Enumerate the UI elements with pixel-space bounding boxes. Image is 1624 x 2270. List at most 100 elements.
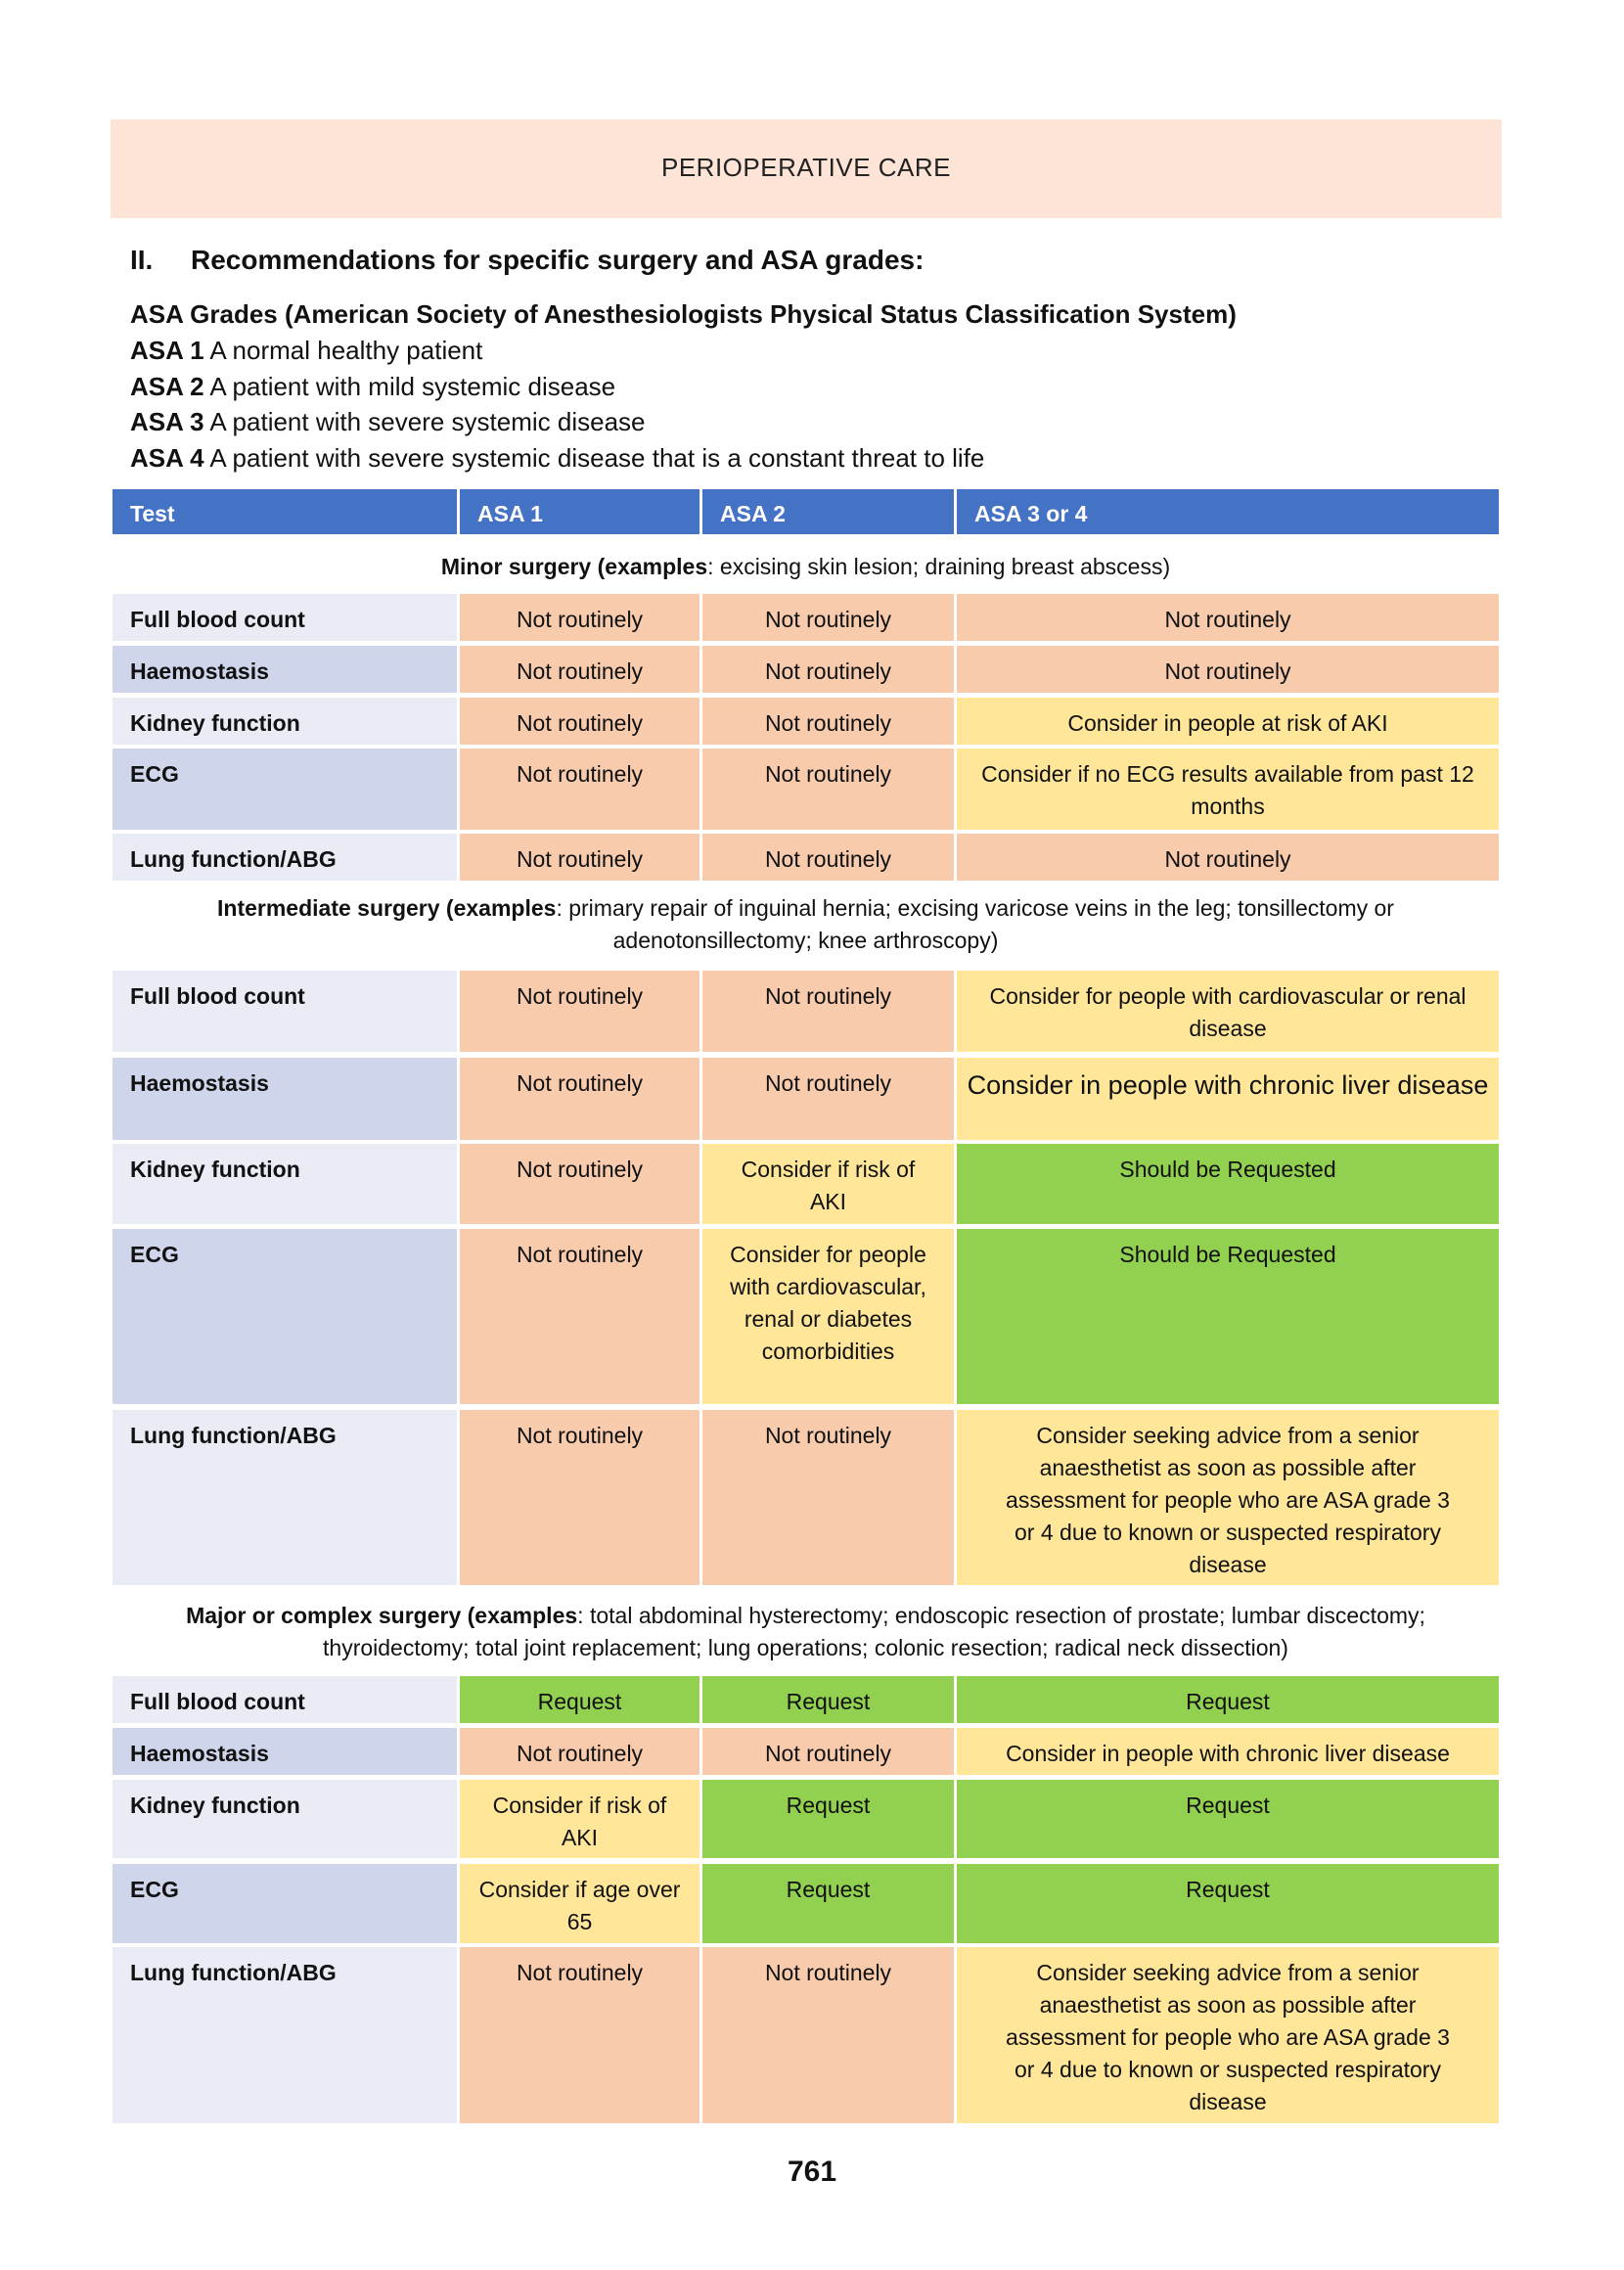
asa1-cell: Not routinely bbox=[460, 834, 699, 881]
table-row: Haemostasis Not routinely Not routinely Not… bbox=[113, 646, 1499, 693]
column-header-test: Test bbox=[113, 489, 457, 534]
test-name: Lung function/ABG bbox=[113, 1947, 457, 2123]
asa1-cell: Request bbox=[460, 1676, 699, 1723]
section-caption: Minor surgery (examples: excising skin l… bbox=[113, 551, 1499, 583]
asa2-cell: Not routinely bbox=[702, 971, 954, 1052]
asa-grade-1: ASA 1 A normal healthy patient bbox=[130, 336, 482, 366]
table-row: Full blood count Not routinely Not routine… bbox=[113, 594, 1499, 641]
section-heading: II. Recommendations for specific surgery … bbox=[130, 245, 924, 276]
table-row: Lung function/ABG Not routinely Not routin… bbox=[113, 834, 1499, 881]
table-row: Lung function/ABG Not routinely Not routin… bbox=[113, 1410, 1499, 1585]
asa3-4-cell: Not routinely bbox=[957, 834, 1499, 881]
test-name: Kidney function bbox=[113, 1144, 457, 1224]
asa1-cell: Not routinely bbox=[460, 646, 699, 693]
column-header-asa3-4: ASA 3 or 4 bbox=[957, 489, 1499, 534]
page-header-title: PERIOPERATIVE CARE bbox=[660, 153, 952, 182]
test-name: ECG bbox=[113, 1864, 457, 1943]
section-title: Recommendations for specific surgery and… bbox=[191, 245, 925, 275]
asa3-4-cell: Consider in people with chronic liver di… bbox=[957, 1728, 1499, 1775]
asa1-cell: Not routinely bbox=[460, 1947, 699, 2123]
asa2-cell: Not routinely bbox=[702, 646, 954, 693]
table-row: Full blood count Not routinely Not routine… bbox=[113, 971, 1499, 1052]
table-row: ECG Not routinely Not routinely Consider if… bbox=[113, 749, 1499, 830]
asa2-cell: Not routinely bbox=[702, 1058, 954, 1140]
test-name: Haemostasis bbox=[113, 1728, 457, 1775]
caption-bold: Major or complex surgery (examples bbox=[186, 1603, 578, 1628]
asa-heading: ASA Grades (American Society of Anesthes… bbox=[130, 299, 1237, 329]
asa3-4-cell: Consider seeking advice from a senior an… bbox=[957, 1410, 1499, 1585]
asa1-cell: Consider if risk of AKI bbox=[460, 1780, 699, 1858]
asa3-4-cell: Should be Requested bbox=[957, 1144, 1499, 1224]
asa1-cell: Not routinely bbox=[460, 1728, 699, 1775]
caption-bold: Minor surgery (examples bbox=[440, 554, 708, 579]
section-caption: Intermediate surgery (examples: primary … bbox=[113, 892, 1499, 957]
asa3-4-cell: Consider if no ECG results available fro… bbox=[957, 749, 1499, 830]
caption-bold: Intermediate surgery (examples bbox=[217, 895, 557, 921]
asa-grade-4: ASA 4 A patient with severe systemic dis… bbox=[130, 443, 984, 474]
header-band: PERIOPERATIVE CARE bbox=[111, 119, 1502, 218]
asa3-4-cell: Request bbox=[957, 1780, 1499, 1858]
asa3-4-cell: Request bbox=[957, 1864, 1499, 1943]
test-name: Full blood count bbox=[113, 594, 457, 641]
asa1-cell: Not routinely bbox=[460, 1229, 699, 1404]
table-row: Kidney function Consider if risk of AKI Re… bbox=[113, 1780, 1499, 1858]
asa2-cell: Consider for people with cardiovascular,… bbox=[702, 1229, 954, 1404]
asa1-cell: Not routinely bbox=[460, 971, 699, 1052]
asa2-cell: Request bbox=[702, 1864, 954, 1943]
asa2-cell: Not routinely bbox=[702, 1947, 954, 2123]
page-number: 761 bbox=[787, 2156, 837, 2188]
asa2-cell: Request bbox=[702, 1676, 954, 1723]
table-row: Kidney function Not routinely Not routinel… bbox=[113, 698, 1499, 745]
section-number: II. bbox=[130, 245, 154, 275]
asa1-cell: Not routinely bbox=[460, 1410, 699, 1585]
test-name: Kidney function bbox=[113, 698, 457, 745]
table-row: Full blood count Request Request Request bbox=[113, 1676, 1499, 1723]
asa3-4-cell: Consider seeking advice from a senior an… bbox=[957, 1947, 1499, 2123]
asa2-cell: Not routinely bbox=[702, 834, 954, 881]
asa2-cell: Request bbox=[702, 1780, 954, 1858]
table-row: Kidney function Not routinely Consider if … bbox=[113, 1144, 1499, 1224]
column-header-asa1: ASA 1 bbox=[460, 489, 699, 534]
test-name: Full blood count bbox=[113, 971, 457, 1052]
asa-grade-label: ASA 4 bbox=[130, 443, 204, 473]
test-name: Lung function/ABG bbox=[113, 1410, 457, 1585]
test-name: ECG bbox=[113, 1229, 457, 1404]
asa2-cell: Not routinely bbox=[702, 1410, 954, 1585]
asa-grade-desc: A patient with severe systemic disease t… bbox=[203, 443, 985, 473]
asa3-4-cell: Request bbox=[957, 1676, 1499, 1723]
asa-grade-desc: A normal healthy patient bbox=[203, 336, 483, 365]
table-row: ECG Consider if age over 65 Request Request bbox=[113, 1864, 1499, 1943]
asa2-cell: Not routinely bbox=[702, 749, 954, 830]
asa-grade-label: ASA 1 bbox=[130, 336, 204, 365]
asa2-cell: Not routinely bbox=[702, 698, 954, 745]
asa-grade-2: ASA 2 A patient with mild systemic disea… bbox=[130, 372, 615, 402]
section-caption: Major or complex surgery (examples: tota… bbox=[113, 1600, 1499, 1664]
test-name: Haemostasis bbox=[113, 1058, 457, 1140]
asa2-cell: Not routinely bbox=[702, 594, 954, 641]
asa3-4-cell: Consider in people with chronic liver di… bbox=[957, 1058, 1499, 1140]
asa1-cell: Not routinely bbox=[460, 594, 699, 641]
asa-grade-label: ASA 3 bbox=[130, 407, 204, 436]
table-row: ECG Not routinely Consider for people with… bbox=[113, 1229, 1499, 1404]
column-header-asa2: ASA 2 bbox=[702, 489, 954, 534]
test-name: Haemostasis bbox=[113, 646, 457, 693]
test-name: Lung function/ABG bbox=[113, 834, 457, 881]
asa1-cell: Not routinely bbox=[460, 749, 699, 830]
asa2-cell: Consider if risk of AKI bbox=[702, 1144, 954, 1224]
table-row: Lung function/ABG Not routinely Not routin… bbox=[113, 1947, 1499, 2123]
asa3-4-cell: Not routinely bbox=[957, 646, 1499, 693]
asa1-cell: Not routinely bbox=[460, 698, 699, 745]
caption-text: : total abdominal hysterectomy; endoscop… bbox=[323, 1603, 1425, 1660]
asa1-cell: Not routinely bbox=[460, 1144, 699, 1224]
test-name: Kidney function bbox=[113, 1780, 457, 1858]
asa2-cell: Not routinely bbox=[702, 1728, 954, 1775]
table-row: Haemostasis Not routinely Not routinely Con… bbox=[113, 1058, 1499, 1140]
asa-grade-3: ASA 3 A patient with severe systemic dis… bbox=[130, 407, 646, 437]
asa1-cell: Consider if age over 65 bbox=[460, 1864, 699, 1943]
asa3-4-cell: Not routinely bbox=[957, 594, 1499, 641]
caption-text: : excising skin lesion; draining breast … bbox=[707, 554, 1171, 579]
asa-grade-desc: A patient with severe systemic disease bbox=[203, 407, 646, 436]
test-name: ECG bbox=[113, 749, 457, 830]
asa1-cell: Not routinely bbox=[460, 1058, 699, 1140]
test-name: Full blood count bbox=[113, 1676, 457, 1723]
